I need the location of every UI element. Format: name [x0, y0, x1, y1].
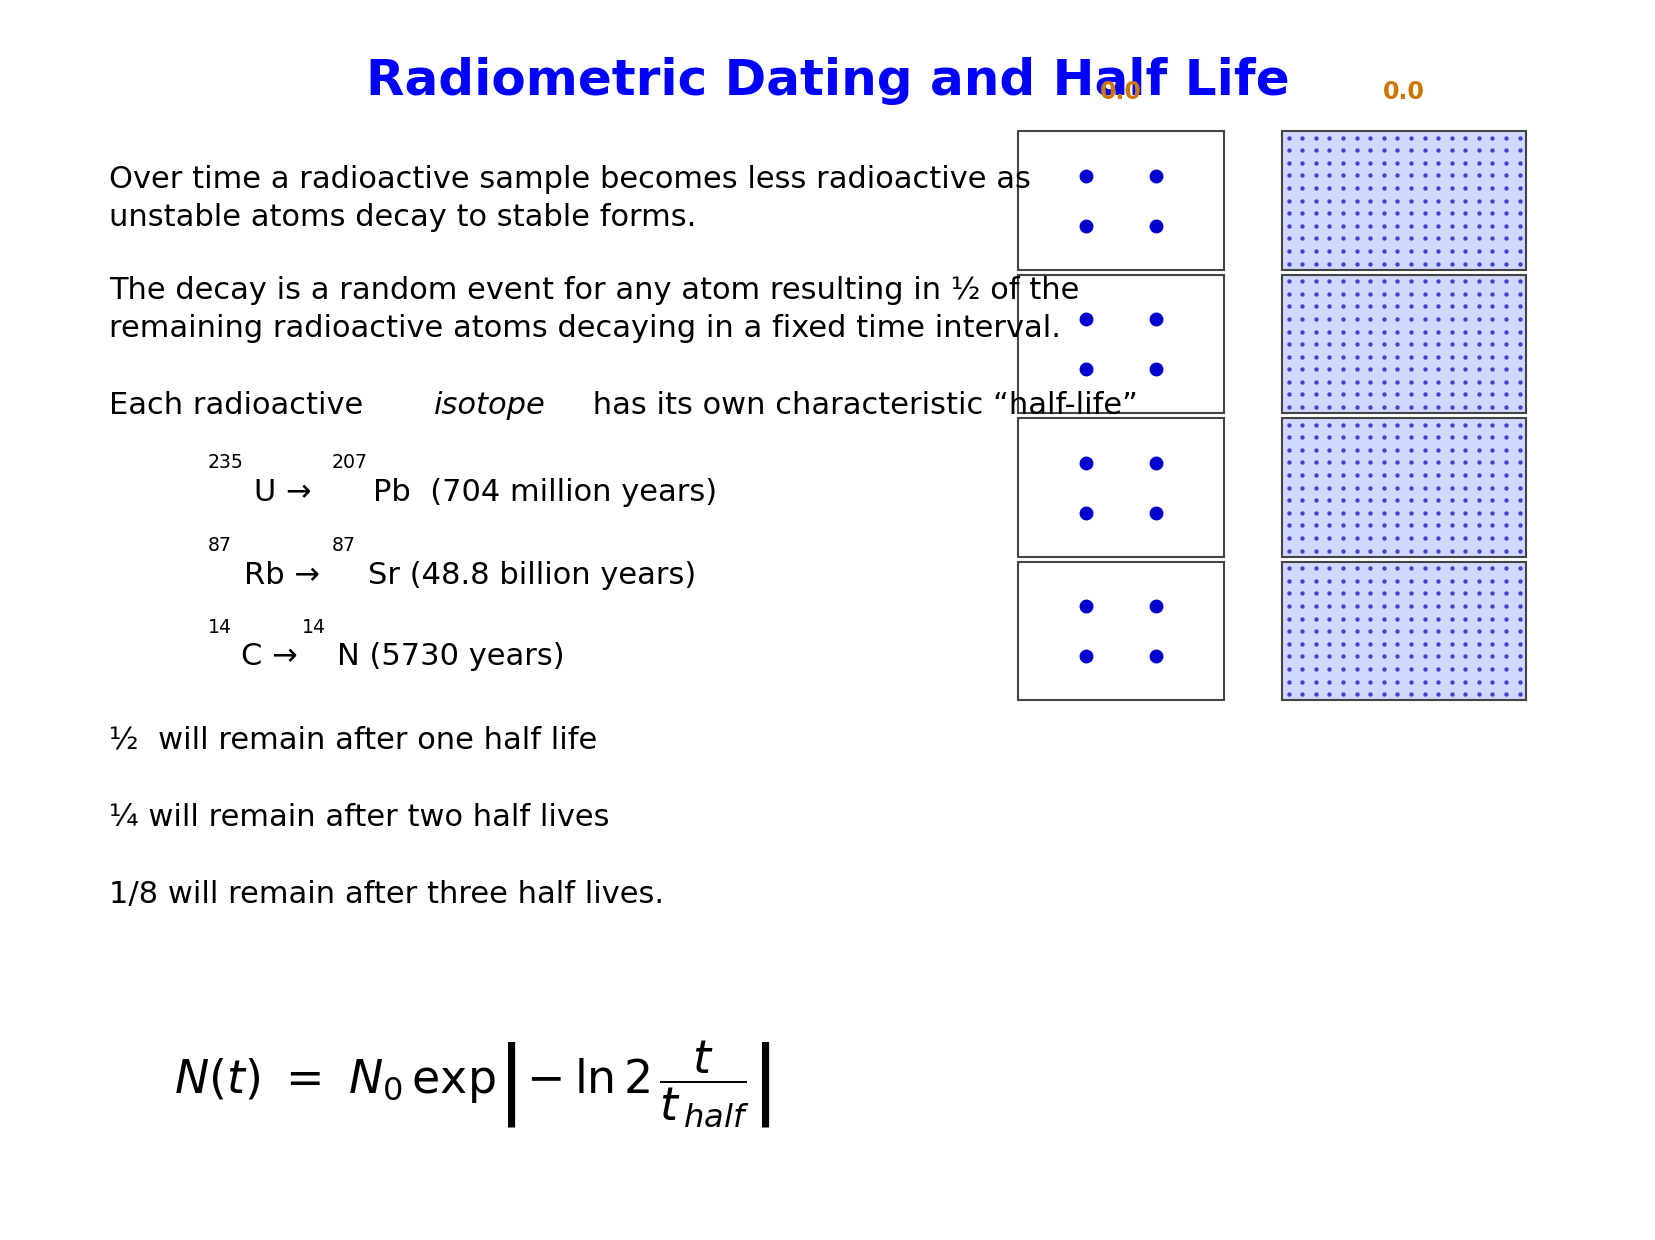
Text: The decay is a random event for any atom resulting in ½ of the
remaining radioac: The decay is a random event for any atom… — [109, 277, 1079, 343]
Text: 0.0: 0.0 — [1101, 81, 1142, 104]
Text: C →: C → — [242, 642, 308, 671]
FancyBboxPatch shape — [1018, 131, 1225, 270]
Text: 0.0: 0.0 — [1384, 81, 1425, 104]
Text: 14: 14 — [303, 618, 326, 636]
Text: ½  will remain after one half life: ½ will remain after one half life — [109, 725, 597, 754]
FancyBboxPatch shape — [1283, 418, 1526, 557]
Text: 207: 207 — [333, 453, 367, 472]
FancyBboxPatch shape — [1283, 562, 1526, 701]
Text: N (5730 years): N (5730 years) — [336, 642, 564, 671]
Text: Rb →: Rb → — [245, 560, 329, 589]
Text: U →: U → — [255, 477, 321, 507]
Text: Sr (48.8 billion years): Sr (48.8 billion years) — [367, 560, 697, 589]
Text: 87: 87 — [209, 536, 232, 554]
Text: Pb  (704 million years): Pb (704 million years) — [372, 477, 717, 507]
Text: 87: 87 — [333, 536, 356, 554]
Text: ¼ will remain after two half lives: ¼ will remain after two half lives — [109, 804, 609, 832]
Text: 1/8 will remain after three half lives.: 1/8 will remain after three half lives. — [109, 880, 664, 909]
Text: $N\left(t\right)\ =\ N_0\,\exp\!\left|\!-\ln 2\,\dfrac{t}{t_{\,half}}\right|$: $N\left(t\right)\ =\ N_0\,\exp\!\left|\!… — [174, 1038, 771, 1130]
Text: isotope: isotope — [434, 391, 546, 420]
Text: 235: 235 — [209, 453, 243, 472]
FancyBboxPatch shape — [1018, 418, 1225, 557]
Text: Over time a radioactive sample becomes less radioactive as
unstable atoms decay : Over time a radioactive sample becomes l… — [109, 165, 1031, 232]
FancyBboxPatch shape — [1283, 275, 1526, 413]
Text: Radiometric Dating and Half Life: Radiometric Dating and Half Life — [366, 57, 1289, 105]
Text: has its own characteristic “half-life”: has its own characteristic “half-life” — [583, 391, 1139, 420]
Text: 14: 14 — [209, 618, 232, 636]
FancyBboxPatch shape — [1018, 562, 1225, 701]
FancyBboxPatch shape — [1283, 131, 1526, 270]
Text: Each radioactive: Each radioactive — [109, 391, 372, 420]
FancyBboxPatch shape — [1018, 275, 1225, 413]
